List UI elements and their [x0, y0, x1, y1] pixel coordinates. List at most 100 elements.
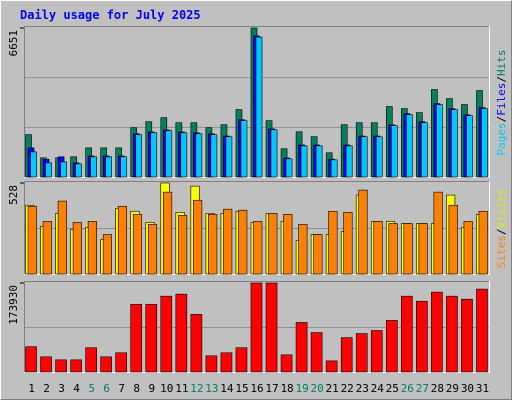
bar: [313, 234, 323, 275]
bar: [220, 352, 233, 373]
x-tick-label: 21: [326, 382, 339, 395]
bar: [343, 211, 353, 275]
x-tick-label: 6: [103, 382, 110, 395]
bar: [403, 223, 413, 275]
bar: [375, 136, 383, 178]
plot-border-dark: [24, 181, 490, 274]
x-tick-label: 20: [311, 382, 324, 395]
bar: [27, 205, 37, 275]
x-tick-label: 10: [160, 382, 173, 395]
bar: [298, 224, 308, 275]
x-tick-label: 12: [190, 382, 203, 395]
bar: [340, 337, 353, 373]
bar: [325, 360, 338, 373]
bar: [60, 161, 67, 178]
bar: [178, 215, 188, 275]
bar: [75, 163, 82, 178]
bar: [225, 136, 233, 178]
bar: [466, 115, 473, 178]
x-tick-label: 27: [416, 382, 429, 395]
x-tick-label: 3: [58, 382, 65, 395]
bar: [235, 347, 248, 373]
bar: [70, 359, 82, 373]
bar: [328, 210, 338, 275]
x-tick-label: 15: [235, 382, 248, 395]
bar: [30, 151, 37, 178]
legend: Sites/Visits: [495, 189, 508, 269]
bar: [160, 295, 173, 373]
bar: [358, 189, 368, 275]
bar: [451, 109, 458, 178]
bar: [481, 108, 488, 178]
bar: [406, 114, 413, 178]
bar: [310, 332, 323, 373]
bar: [345, 145, 353, 178]
x-tick-label: 5: [88, 382, 95, 395]
bar: [476, 288, 488, 373]
bar: [210, 134, 218, 178]
y-tick-label: 6651: [7, 30, 20, 57]
bar: [130, 303, 143, 373]
bar: [135, 134, 143, 178]
bar: [208, 214, 218, 275]
bar: [416, 300, 428, 373]
bar: [385, 320, 398, 373]
bar: [55, 359, 67, 373]
bar: [270, 129, 278, 178]
bar: [253, 221, 263, 275]
plot-border-light: [24, 281, 490, 373]
bar: [87, 221, 97, 275]
bar: [433, 191, 443, 275]
bar: [117, 205, 128, 275]
bar: [330, 159, 338, 178]
bar: [295, 322, 308, 373]
x-tick-label: 9: [148, 382, 155, 395]
bar: [250, 282, 263, 373]
legend-entry: Visits: [495, 189, 508, 229]
bar: [370, 330, 383, 373]
x-tick-label: 4: [73, 382, 80, 395]
x-tick-label: 22: [341, 382, 354, 395]
bar: [240, 120, 248, 178]
plot-border-dark: [24, 281, 490, 372]
bar: [463, 221, 473, 275]
bar: [401, 295, 413, 373]
bar: [165, 130, 173, 178]
bar: [175, 293, 188, 373]
bar: [90, 156, 97, 178]
x-tick-label: 2: [43, 382, 50, 395]
bar: [102, 234, 112, 275]
x-tick-label: 24: [371, 382, 385, 395]
x-tick-label: 14: [220, 382, 234, 395]
bar: [355, 333, 368, 373]
x-tick-label: 16: [250, 382, 263, 395]
bar: [72, 222, 82, 275]
bar: [421, 122, 428, 178]
plots: 6651 Pages/Files/Hits 5 28 Sites/Visits 17393…: [7, 26, 508, 395]
legend-entry: Hits: [495, 50, 508, 77]
bar: [285, 158, 293, 178]
bar: [283, 214, 293, 275]
bar: [255, 36, 263, 178]
bar: [388, 223, 398, 275]
bar: [205, 355, 218, 373]
bar: [300, 145, 308, 178]
y-tick-label: 173930: [7, 285, 20, 325]
bar: [448, 204, 458, 275]
bar: [223, 208, 233, 275]
bar: [478, 210, 488, 275]
bar: [42, 221, 52, 275]
bar: [360, 136, 368, 178]
x-tick-label: 13: [205, 382, 218, 395]
x-tick-label: 29: [446, 382, 459, 395]
x-tick-label: 11: [175, 382, 188, 395]
x-tick-label: 28: [431, 382, 444, 395]
bar: [25, 346, 37, 373]
bar: [315, 145, 323, 178]
bar: [195, 133, 203, 178]
bar: [132, 214, 143, 275]
legend: Pages/Files/Hits: [495, 50, 508, 156]
x-tick-label: 19: [295, 382, 308, 395]
